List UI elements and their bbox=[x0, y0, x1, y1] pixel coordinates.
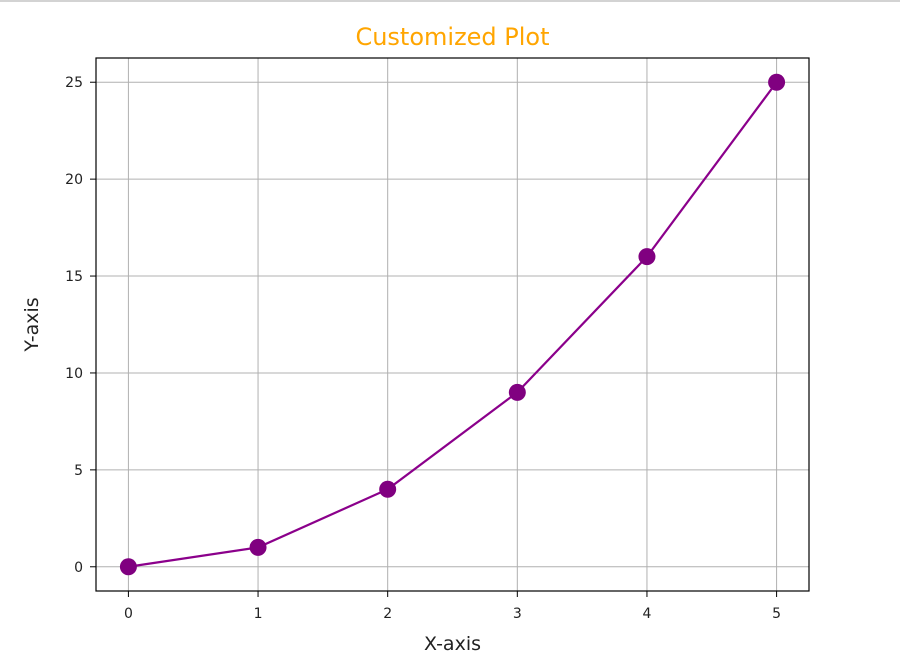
y-tick-label: 10 bbox=[65, 366, 83, 382]
data-point-marker bbox=[249, 538, 267, 556]
x-tick-label: 3 bbox=[513, 606, 522, 622]
x-tick-label: 0 bbox=[124, 606, 133, 622]
y-tick-label: 25 bbox=[65, 75, 83, 91]
y-tick-label: 20 bbox=[65, 172, 83, 188]
top-border bbox=[0, 0, 900, 2]
x-axis-label: X-axis bbox=[424, 633, 481, 655]
data-point-marker bbox=[508, 383, 526, 401]
chart-title: Customized Plot bbox=[355, 23, 549, 51]
x-tick-label: 5 bbox=[772, 606, 781, 622]
data-point-marker bbox=[379, 480, 397, 498]
grid-lines bbox=[96, 58, 809, 591]
x-tick-label: 2 bbox=[383, 606, 392, 622]
series-markers bbox=[119, 73, 786, 576]
data-point-marker bbox=[638, 248, 656, 266]
plot-frame bbox=[95, 57, 810, 592]
series-line bbox=[128, 81, 778, 568]
data-point-marker bbox=[768, 73, 786, 91]
x-tick-label: 1 bbox=[254, 606, 263, 622]
y-tick-label: 5 bbox=[74, 463, 83, 479]
axis-ticks: 0 1 2 3 4 5 0 5 10 15 20 25 bbox=[65, 75, 781, 622]
y-tick-label: 0 bbox=[74, 560, 83, 576]
data-point-marker bbox=[119, 558, 137, 576]
x-tick-label: 4 bbox=[642, 606, 651, 622]
y-tick-label: 15 bbox=[65, 269, 83, 285]
y-axis-label: Y-axis bbox=[21, 297, 43, 352]
